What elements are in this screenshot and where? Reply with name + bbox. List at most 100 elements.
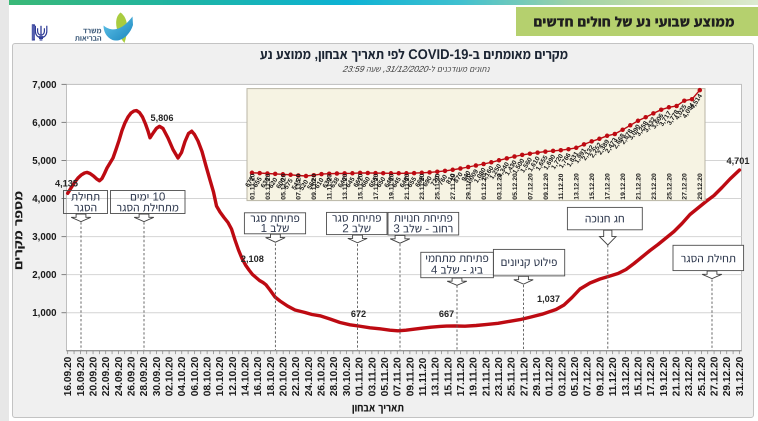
svg-text:4,135: 4,135 xyxy=(55,179,78,189)
svg-text:638: 638 xyxy=(260,176,272,189)
svg-text:09.12.20: 09.12.20 xyxy=(595,356,606,396)
svg-text:19.12.20: 19.12.20 xyxy=(620,173,627,200)
svg-text:3,000: 3,000 xyxy=(32,232,56,243)
svg-text:07.12.20: 07.12.20 xyxy=(527,173,534,200)
svg-text:4,701: 4,701 xyxy=(727,156,750,166)
svg-text:630: 630 xyxy=(322,176,334,189)
svg-text:29.11.20: 29.11.20 xyxy=(532,357,543,396)
svg-text:15.11.20: 15.11.20 xyxy=(443,357,454,396)
svg-text:27.12.20: 27.12.20 xyxy=(709,356,720,396)
svg-text:19.11.20: 19.11.20 xyxy=(388,173,395,199)
svg-text:10.10.20: 10.10.20 xyxy=(215,356,226,396)
svg-text:01.11.20: 01.11.20 xyxy=(355,357,366,396)
svg-text:19.12.20: 19.12.20 xyxy=(659,356,670,396)
svg-text:08.10.20: 08.10.20 xyxy=(203,356,214,396)
svg-text:575: 575 xyxy=(283,177,295,190)
svg-text:29.12.20: 29.12.20 xyxy=(722,356,733,396)
svg-text:2,000: 2,000 xyxy=(32,270,56,281)
svg-text:19.11.20: 19.11.20 xyxy=(469,357,480,396)
svg-text:25.12.20: 25.12.20 xyxy=(666,173,673,200)
svg-text:13.12.20: 13.12.20 xyxy=(574,173,581,200)
svg-text:690: 690 xyxy=(422,175,434,188)
svg-text:21.12.20: 21.12.20 xyxy=(671,356,682,396)
svg-text:15.12.20: 15.12.20 xyxy=(589,173,596,200)
svg-text:03.12.20: 03.12.20 xyxy=(496,173,503,200)
svg-text:648: 648 xyxy=(383,176,395,189)
svg-text:24.09.20: 24.09.20 xyxy=(114,356,125,396)
svg-text:640: 640 xyxy=(337,176,349,189)
svg-text:03.12.20: 03.12.20 xyxy=(557,356,568,396)
svg-text:6,000: 6,000 xyxy=(32,118,56,129)
svg-text:17.11.20: 17.11.20 xyxy=(373,173,380,199)
svg-text:810: 810 xyxy=(445,172,457,185)
svg-text:02.10.20: 02.10.20 xyxy=(164,356,175,396)
svg-text:04.10.20: 04.10.20 xyxy=(177,356,188,396)
svg-text:23.11.20: 23.11.20 xyxy=(419,173,426,199)
svg-text:5,806: 5,806 xyxy=(151,113,174,123)
svg-text:760: 760 xyxy=(437,173,449,186)
svg-text:667: 667 xyxy=(353,175,365,188)
svg-text:655: 655 xyxy=(407,176,419,189)
svg-text:600: 600 xyxy=(275,177,287,190)
svg-text:22.10.20: 22.10.20 xyxy=(291,356,302,396)
svg-text:26.10.20: 26.10.20 xyxy=(317,356,328,396)
svg-text:07.11.20: 07.11.20 xyxy=(393,357,404,396)
svg-text:638: 638 xyxy=(329,176,341,189)
svg-text:655: 655 xyxy=(368,176,380,189)
svg-text:22.09.20: 22.09.20 xyxy=(101,356,112,396)
svg-text:25.12.20: 25.12.20 xyxy=(697,356,708,396)
svg-text:14.10.20: 14.10.20 xyxy=(241,356,252,396)
svg-text:21.11.20: 21.11.20 xyxy=(404,173,411,199)
svg-text:660: 660 xyxy=(360,176,372,189)
svg-text:27.11.20: 27.11.20 xyxy=(450,173,457,199)
svg-text:23.12.20: 23.12.20 xyxy=(684,356,695,396)
svg-text:27.11.20: 27.11.20 xyxy=(519,357,530,396)
svg-text:4,000: 4,000 xyxy=(32,194,56,205)
svg-text:09.11.20: 09.11.20 xyxy=(311,173,318,199)
svg-text:11.12.20: 11.12.20 xyxy=(558,173,565,199)
svg-text:26.09.20: 26.09.20 xyxy=(126,356,137,396)
svg-text:07.12.20: 07.12.20 xyxy=(583,356,594,396)
svg-text:01.12.20: 01.12.20 xyxy=(545,356,556,396)
svg-text:07.11.20: 07.11.20 xyxy=(296,173,303,199)
svg-text:25.11.20: 25.11.20 xyxy=(435,173,442,199)
svg-text:09.12.20: 09.12.20 xyxy=(543,173,550,200)
svg-text:17.12.20: 17.12.20 xyxy=(646,356,657,396)
svg-text:20.10.20: 20.10.20 xyxy=(279,356,290,396)
svg-text:560: 560 xyxy=(306,178,318,191)
svg-text:03.11.20: 03.11.20 xyxy=(265,173,272,199)
svg-text:13.11.20: 13.11.20 xyxy=(342,173,349,199)
svg-text:2,108: 2,108 xyxy=(241,254,264,264)
svg-text:21.11.20: 21.11.20 xyxy=(481,357,492,396)
svg-text:520: 520 xyxy=(298,179,310,192)
svg-text:18.09.20: 18.09.20 xyxy=(76,356,87,396)
svg-text:30.10.20: 30.10.20 xyxy=(342,356,353,396)
svg-text:24.10.20: 24.10.20 xyxy=(304,356,315,396)
svg-text:15.12.20: 15.12.20 xyxy=(633,356,644,396)
svg-text:11.12.20: 11.12.20 xyxy=(608,357,619,396)
svg-text:720: 720 xyxy=(430,174,442,187)
svg-text:668: 668 xyxy=(414,175,426,188)
svg-text:23.11.20: 23.11.20 xyxy=(494,357,505,396)
svg-text:28.09.20: 28.09.20 xyxy=(139,356,150,396)
svg-text:7,000: 7,000 xyxy=(32,80,56,91)
svg-text:25.11.20: 25.11.20 xyxy=(507,357,518,396)
svg-text:29.12.20: 29.12.20 xyxy=(697,173,704,200)
svg-text:31.12.20: 31.12.20 xyxy=(735,356,746,396)
svg-text:01.11.20: 01.11.20 xyxy=(249,173,256,199)
svg-text:05.12.20: 05.12.20 xyxy=(570,356,581,396)
svg-text:23.12.20: 23.12.20 xyxy=(651,173,658,200)
svg-text:29.11.20: 29.11.20 xyxy=(466,173,473,199)
svg-text:610: 610 xyxy=(314,177,326,190)
svg-text:645: 645 xyxy=(345,176,357,189)
svg-text:27.12.20: 27.12.20 xyxy=(682,173,689,200)
svg-text:28.10.20: 28.10.20 xyxy=(329,356,340,396)
svg-text:11.11.20: 11.11.20 xyxy=(327,174,334,200)
svg-text:655: 655 xyxy=(252,176,264,189)
svg-text:650: 650 xyxy=(376,176,388,189)
svg-text:545: 545 xyxy=(291,178,303,191)
svg-text:01.12.20: 01.12.20 xyxy=(481,173,488,200)
svg-text:13.12.20: 13.12.20 xyxy=(621,356,632,396)
svg-text:09.11.20: 09.11.20 xyxy=(405,357,416,396)
svg-text:30.09.20: 30.09.20 xyxy=(152,356,163,396)
